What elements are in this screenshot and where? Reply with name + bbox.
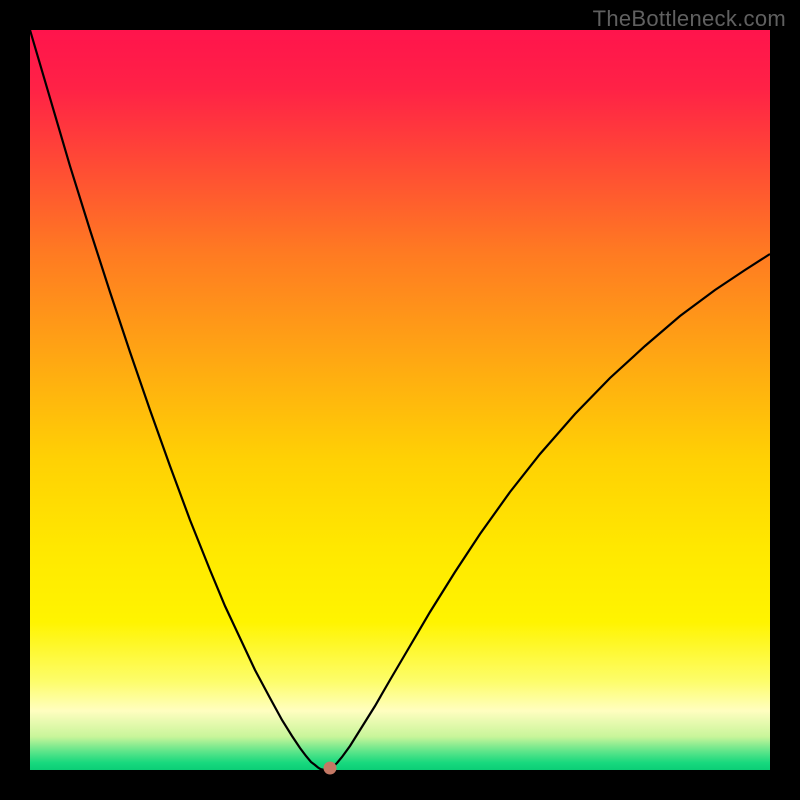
- minimum-marker: [324, 762, 337, 775]
- watermark-text: TheBottleneck.com: [593, 6, 786, 32]
- bottleneck-curve: [30, 30, 770, 770]
- chart-plot-area: [30, 30, 770, 770]
